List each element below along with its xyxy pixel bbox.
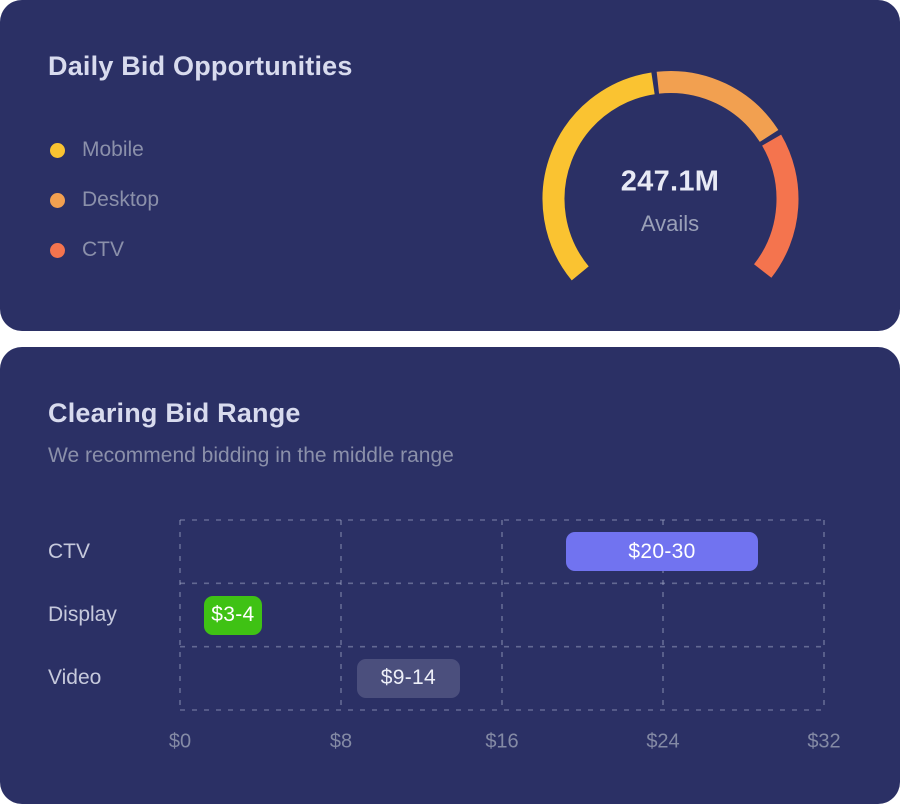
- bar-video: $9-14: [357, 658, 460, 698]
- bar-display: $3-4: [204, 595, 262, 635]
- bid-range-grid: [179, 519, 825, 711]
- legend-item-label: Desktop: [82, 188, 160, 211]
- clearing-bid-card: Clearing Bid Range We recommend bidding …: [0, 347, 900, 804]
- x-axis-tick-2: $16: [485, 730, 519, 753]
- legend-item-desktop: Desktop: [50, 188, 159, 212]
- bar-range-label: $9-14: [380, 666, 436, 690]
- clearing-bid-title: Clearing Bid Range: [48, 398, 301, 428]
- legend-item-ctv: CTV: [50, 238, 124, 262]
- legend-dot-icon: [50, 142, 65, 158]
- gauge-arc-ctv: [753, 134, 799, 278]
- row-label-display: Display: [48, 603, 117, 626]
- avails-gauge-chart: [542, 71, 799, 281]
- x-axis-tick-4: $32: [807, 730, 841, 753]
- bar-range-label: $20-30: [628, 539, 696, 563]
- gauge-arc-mobile: [542, 72, 655, 281]
- gauge-arc-desktop: [656, 71, 779, 143]
- x-axis-tick-0: $0: [168, 730, 192, 753]
- daily-bid-title: Daily Bid Opportunities: [48, 51, 353, 81]
- legend-item-mobile: Mobile: [50, 138, 144, 162]
- legend-item-label: Mobile: [82, 138, 144, 161]
- clearing-bid-subtitle: We recommend bidding in the middle range: [48, 444, 454, 467]
- bar-ctv: $20-30: [566, 532, 758, 572]
- legend-item-label: CTV: [82, 238, 124, 261]
- row-label-video: Video: [48, 666, 102, 690]
- x-axis-tick-1: $8: [329, 730, 353, 753]
- x-axis-tick-3: $24: [646, 730, 680, 753]
- legend-dot-icon: [50, 242, 65, 258]
- gauge-value: 247.1M: [620, 165, 720, 198]
- legend-dot-icon: [50, 192, 65, 208]
- gauge-unit-label: Avails: [640, 211, 700, 236]
- bar-range-label: $3-4: [211, 603, 255, 626]
- row-label-ctv: CTV: [48, 539, 90, 563]
- daily-bid-card: Daily Bid Opportunities Mobile Desktop CTV…: [0, 0, 900, 331]
